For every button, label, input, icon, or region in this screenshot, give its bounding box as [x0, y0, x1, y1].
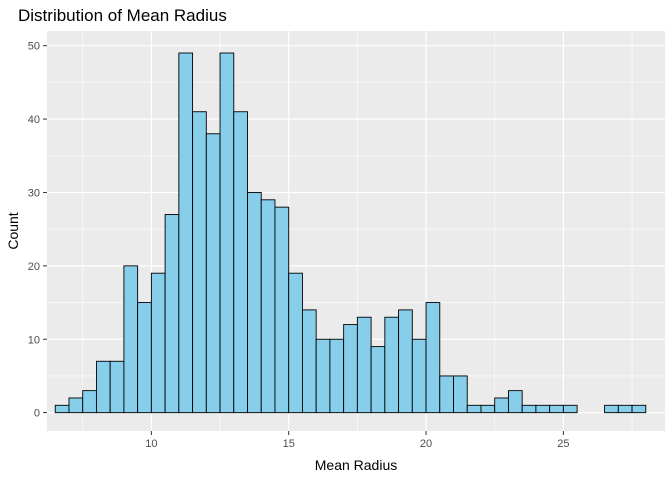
histogram-bar: [164, 214, 180, 414]
histogram-bar: [54, 404, 70, 414]
histogram-bar: [521, 404, 537, 414]
histogram-bar: [617, 404, 633, 414]
histogram-bar: [439, 375, 454, 414]
histogram-bar: [301, 309, 317, 414]
y-tick-label: 50: [28, 41, 40, 53]
histogram-bar: [370, 346, 386, 414]
histogram-bar: [137, 302, 152, 414]
histogram-bar: [494, 397, 509, 414]
histogram-bar: [466, 404, 482, 414]
histogram-bar: [68, 397, 84, 414]
histogram-bar: [192, 111, 207, 414]
histogram-bar: [631, 404, 647, 414]
histogram-bar: [329, 338, 345, 414]
histogram-bar: [398, 309, 413, 414]
histogram-bar: [535, 404, 551, 414]
histogram-bar: [453, 375, 468, 414]
chart-title: Distribution of Mean Radius: [18, 6, 227, 25]
histogram-bar: [425, 302, 441, 414]
y-tick-label: 0: [34, 408, 40, 420]
x-tick-label: 20: [420, 438, 432, 450]
histogram-bar: [82, 390, 97, 414]
histogram-bar: [315, 338, 331, 414]
histogram-bar: [274, 206, 290, 414]
histogram-bar: [549, 404, 564, 414]
histogram-bar: [233, 111, 248, 414]
x-tick-label: 25: [557, 438, 569, 450]
histogram-bar: [178, 52, 194, 414]
histogram-bar: [356, 316, 372, 414]
histogram-bar: [288, 272, 303, 414]
y-axis: 0 10 20 30 40 50: [28, 41, 47, 420]
histogram-bar: [95, 360, 111, 414]
histogram-bar: [150, 272, 166, 414]
histogram-bar: [219, 52, 235, 414]
x-axis: 10 15 20 25: [145, 431, 569, 450]
histogram-bar: [109, 360, 125, 414]
y-axis-title: Count: [5, 212, 21, 249]
y-tick-label: 40: [28, 114, 40, 126]
histogram-bar: [411, 338, 427, 414]
x-axis-title: Mean Radius: [315, 457, 398, 473]
histogram-bar: [604, 404, 619, 414]
x-tick-label: 10: [145, 438, 157, 450]
y-tick-label: 30: [28, 187, 40, 199]
histogram-bar: [562, 404, 578, 414]
histogram-bar: [205, 133, 221, 414]
x-tick-label: 15: [283, 438, 295, 450]
histogram-bar: [247, 192, 262, 414]
histogram-bar: [480, 404, 496, 414]
histogram-bar: [123, 265, 139, 414]
y-tick-label: 10: [28, 334, 40, 346]
histogram-bar: [507, 390, 523, 414]
histogram-bar: [343, 324, 358, 414]
histogram-bars: [54, 52, 647, 414]
y-tick-label: 20: [28, 261, 40, 273]
histogram-bar: [260, 199, 276, 414]
histogram-bar: [384, 316, 400, 414]
